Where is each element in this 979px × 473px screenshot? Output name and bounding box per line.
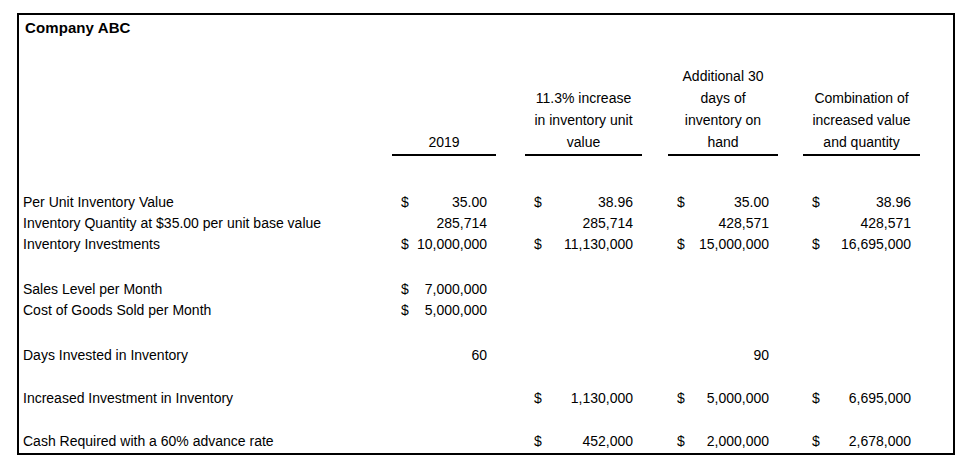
table-row-cash-required: Cash Required with a 60% advance rate $4… [19, 431, 953, 452]
cell-value: 7,000,000 [425, 279, 487, 300]
row-label: Inventory Quantity at $35.00 per unit ba… [19, 213, 392, 234]
table-cell: $11,130,000 [525, 234, 642, 255]
cell-value: 428,571 [718, 213, 769, 234]
cell-value: 38.96 [876, 192, 911, 213]
column-header-2019: 2019 [392, 131, 496, 156]
cell-value: 2,000,000 [707, 431, 769, 452]
table-cell: 428,571 [668, 213, 778, 234]
column-header-additional-days: Additional 30 days of inventory on hand [668, 65, 778, 156]
table-cell: $1,130,000 [525, 388, 642, 409]
cell-value: 428,571 [860, 213, 911, 234]
table-row-per-unit-inventory-value: Per Unit Inventory Value $35.00 $38.96 $… [19, 192, 953, 213]
currency-symbol: $ [812, 388, 820, 409]
cell-value: 10,000,000 [417, 234, 487, 255]
currency-symbol: $ [677, 431, 685, 452]
currency-symbol: $ [534, 431, 542, 452]
table-cell: $7,000,000 [392, 279, 496, 300]
row-label: Per Unit Inventory Value [19, 192, 392, 213]
table-cell: 428,571 [803, 213, 920, 234]
table-cell: $38.96 [525, 192, 642, 213]
cell-value: 5,000,000 [425, 300, 487, 321]
table-row-inventory-quantity: Inventory Quantity at $35.00 per unit ba… [19, 213, 953, 234]
table-row-sales-level: Sales Level per Month $7,000,000 [19, 279, 953, 300]
currency-symbol: $ [401, 279, 409, 300]
table-cell: 285,714 [525, 213, 642, 234]
row-label: Cash Required with a 60% advance rate [19, 431, 392, 452]
cell-value: 285,714 [436, 213, 487, 234]
row-label: Days Invested in Inventory [19, 345, 392, 366]
table-row-cost-of-goods-sold: Cost of Goods Sold per Month $5,000,000 [19, 300, 953, 321]
row-label: Sales Level per Month [19, 279, 392, 300]
currency-symbol: $ [401, 300, 409, 321]
column-header-combination: Combination of increased value and quant… [803, 87, 920, 156]
currency-symbol: $ [534, 192, 542, 213]
cell-value: 15,000,000 [699, 234, 769, 255]
currency-symbol: $ [677, 192, 685, 213]
cell-value: 35.00 [452, 192, 487, 213]
cell-value: 60 [471, 345, 487, 366]
currency-symbol: $ [401, 192, 409, 213]
currency-symbol: $ [812, 431, 820, 452]
row-label: Cost of Goods Sold per Month [19, 300, 392, 321]
table-cell: $35.00 [668, 192, 778, 213]
currency-symbol: $ [677, 388, 685, 409]
cell-value: 2,678,000 [849, 431, 911, 452]
header-row: 2019 11.3% increase in inventory unit va… [19, 65, 953, 156]
table-cell: 90 [668, 345, 778, 366]
table-row-days-invested: Days Invested in Inventory 60 90 [19, 345, 953, 366]
table-row-increased-investment: Increased Investment in Inventory $1,130… [19, 388, 953, 409]
table-cell: $5,000,000 [668, 388, 778, 409]
cell-value: 452,000 [582, 431, 633, 452]
table-cell: $2,678,000 [803, 431, 920, 452]
table-cell: $6,695,000 [803, 388, 920, 409]
cell-value: 5,000,000 [707, 388, 769, 409]
column-header-value-increase: 11.3% increase in inventory unit value [525, 87, 642, 156]
currency-symbol: $ [812, 234, 820, 255]
cell-value: 35.00 [734, 192, 769, 213]
currency-symbol: $ [534, 388, 542, 409]
table-cell: $16,695,000 [803, 234, 920, 255]
company-title: Company ABC [25, 19, 131, 36]
worksheet-frame: Company ABC 2019 11.3% increase in inven… [17, 13, 955, 455]
cell-value: 1,130,000 [571, 388, 633, 409]
row-label: Inventory Investments [19, 234, 392, 255]
table-cell: $38.96 [803, 192, 920, 213]
row-label: Increased Investment in Inventory [19, 388, 392, 409]
table-cell: $10,000,000 [392, 234, 496, 255]
table-cell: $2,000,000 [668, 431, 778, 452]
cell-value: 16,695,000 [841, 234, 911, 255]
table-cell: 285,714 [392, 213, 496, 234]
currency-symbol: $ [401, 234, 409, 255]
table-cell: $452,000 [525, 431, 642, 452]
currency-symbol: $ [534, 234, 542, 255]
table-cell: $35.00 [392, 192, 496, 213]
cell-value: 38.96 [598, 192, 633, 213]
cell-value: 90 [753, 345, 769, 366]
table-cell: $15,000,000 [668, 234, 778, 255]
currency-symbol: $ [677, 234, 685, 255]
cell-value: 285,714 [582, 213, 633, 234]
table-cell: $5,000,000 [392, 300, 496, 321]
cell-value: 11,130,000 [564, 234, 633, 255]
table-row-inventory-investments: Inventory Investments $10,000,000 $11,13… [19, 234, 953, 255]
cell-value: 6,695,000 [849, 388, 911, 409]
currency-symbol: $ [812, 192, 820, 213]
table-cell: 60 [392, 345, 496, 366]
